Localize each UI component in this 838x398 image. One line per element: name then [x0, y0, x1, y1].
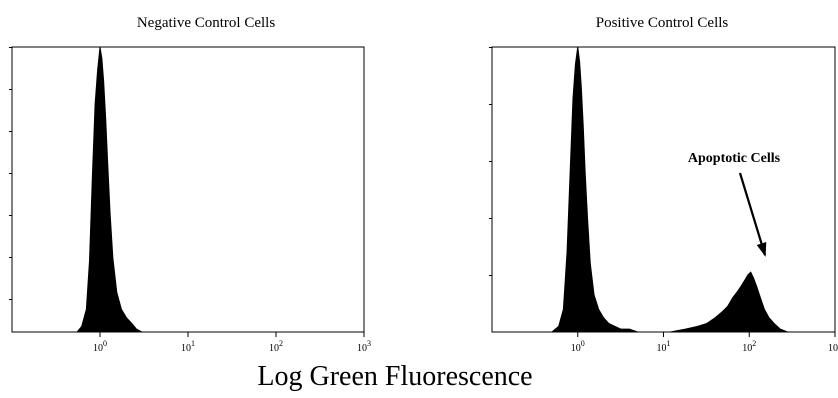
panel-negative-control: Negative Control Cells 100 101 102 103	[9, 15, 371, 354]
panel-title-negative: Negative Control Cells	[137, 15, 275, 31]
plot-frame-positive	[491, 46, 836, 333]
annotation-arrow-line	[738, 172, 767, 256]
x-tick-label-3: 103	[357, 339, 371, 354]
y-ticks-negative	[9, 47, 12, 300]
panel-positive-control: Positive Control Cells 100 101 102 103 Apop…	[489, 15, 838, 354]
x-axis-label: Log Green Fluorescence	[257, 361, 532, 392]
panel-title-positive: Positive Control Cells	[596, 15, 729, 31]
x-tick-label-2: 102	[269, 339, 283, 354]
x-tick-label-0: 100	[571, 339, 585, 354]
annotation-arrow-head	[756, 242, 767, 257]
histogram-positive	[550, 46, 788, 333]
x-ticks-negative: 100 101 102 103	[93, 332, 371, 354]
x-tick-label-0: 100	[93, 339, 107, 354]
x-tick-label-2: 102	[742, 339, 756, 354]
x-ticks-positive: 100 101 102 103	[571, 332, 838, 354]
x-tick-label-3: 103	[828, 339, 838, 354]
x-tick-label-1: 101	[657, 339, 671, 354]
x-tick-label-1: 101	[181, 339, 195, 354]
plot-frame-negative	[11, 46, 365, 333]
y-ticks-positive	[489, 47, 492, 276]
annotation-apoptotic-cells: Apoptotic Cells	[688, 151, 781, 166]
histogram-negative	[76, 46, 143, 333]
